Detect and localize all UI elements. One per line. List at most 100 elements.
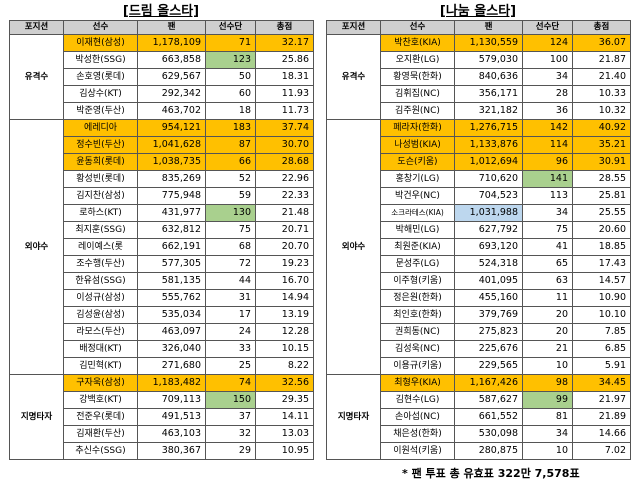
team-votes-cell: 113 <box>522 187 573 205</box>
dream-allstar-table: 포지션 선수 팬 선수단 총점 유격수 이재현(삼성) 1,178,109 71 32.17 박성한… <box>9 20 314 460</box>
total-score-cell: 20.60 <box>572 221 631 239</box>
player-name-cell: 라모스(두산) <box>63 323 138 341</box>
table-row: 김성욱(NC) 225,676 21 6.85 <box>327 340 631 358</box>
team-header: 선수단 <box>205 20 256 35</box>
fan-votes-cell: 463,702 <box>137 102 206 120</box>
total-score-cell: 28.68 <box>255 153 314 171</box>
fan-votes-cell: 704,523 <box>454 187 523 205</box>
player-name-cell: 이성규(삼성) <box>63 289 138 307</box>
player-name-cell: 최인호(한화) <box>380 306 455 324</box>
fan-votes-cell: 321,182 <box>454 102 523 120</box>
player-name-cell: 페라자(한화) <box>380 119 455 137</box>
player-name-cell: 이용규(키움) <box>380 357 455 375</box>
player-name-cell: 박준영(두산) <box>63 102 138 120</box>
team-votes-cell: 17 <box>205 306 256 324</box>
total-score-cell: 7.85 <box>572 323 631 341</box>
table-row: 최인호(한화) 379,769 20 10.10 <box>327 306 631 324</box>
table-row: 김현수(LG) 587,627 99 21.97 <box>327 391 631 409</box>
fan-votes-cell: 627,792 <box>454 221 523 239</box>
team-votes-cell: 32 <box>205 425 256 443</box>
team-votes-cell: 124 <box>522 34 573 52</box>
player-header: 선수 <box>63 20 138 35</box>
fan-votes-cell: 356,171 <box>454 85 523 103</box>
fan-votes-cell: 1,031,988 <box>454 204 523 222</box>
fan-votes-cell: 581,135 <box>137 272 206 290</box>
table-row: 도슨(키움) 1,012,694 96 30.91 <box>327 153 631 171</box>
total-score-cell: 13.03 <box>255 425 314 443</box>
team-votes-cell: 10 <box>522 357 573 375</box>
total-score-cell: 25.81 <box>572 187 631 205</box>
player-name-cell: 정수빈(두산) <box>63 136 138 154</box>
total-score-cell: 17.43 <box>572 255 631 273</box>
fan-votes-cell: 535,034 <box>137 306 206 324</box>
player-name-cell: 도슨(키움) <box>380 153 455 171</box>
total-score-cell: 32.17 <box>255 34 314 52</box>
player-name-cell: 에레디아 <box>63 119 138 137</box>
team-votes-cell: 41 <box>522 238 573 256</box>
player-name-cell: 채은성(한화) <box>380 425 455 443</box>
team-votes-cell: 81 <box>522 408 573 426</box>
nanum-allstar-table: 포지션 선수 팬 선수단 총점 유격수 박찬호(KIA) 1,130,559 124 36.07 오… <box>326 20 631 460</box>
position-cell: 지명타자 <box>9 374 64 460</box>
team-votes-cell: 99 <box>522 391 573 409</box>
total-score-cell: 30.91 <box>572 153 631 171</box>
team-votes-cell: 10 <box>522 442 573 460</box>
total-score-cell: 30.70 <box>255 136 314 154</box>
fan-votes-cell: 555,762 <box>137 289 206 307</box>
total-score-cell: 32.56 <box>255 374 314 392</box>
table-row: 라모스(두산) 463,097 24 12.28 <box>10 323 314 341</box>
total-header: 총점 <box>255 20 314 35</box>
table-row: 박해민(LG) 627,792 75 20.60 <box>327 221 631 239</box>
fan-votes-cell: 401,095 <box>454 272 523 290</box>
total-score-cell: 18.31 <box>255 68 314 86</box>
table-row: 황영묵(한화) 840,636 34 21.40 <box>327 68 631 86</box>
total-score-cell: 25.55 <box>572 204 631 222</box>
fan-votes-cell: 380,367 <box>137 442 206 460</box>
player-name-cell: 박해민(LG) <box>380 221 455 239</box>
fan-votes-cell: 662,191 <box>137 238 206 256</box>
fan-votes-cell: 1,133,876 <box>454 136 523 154</box>
team-votes-cell: 75 <box>522 221 573 239</box>
fan-votes-cell: 491,513 <box>137 408 206 426</box>
total-score-cell: 7.02 <box>572 442 631 460</box>
player-name-cell: 최형우(KIA) <box>380 374 455 392</box>
table-row: 외야수 페라자(한화) 1,276,715 142 40.92 <box>326 119 631 375</box>
team-votes-cell: 141 <box>522 170 573 188</box>
total-score-cell: 10.95 <box>255 442 314 460</box>
total-score-cell: 37.74 <box>255 119 314 137</box>
table-row: 김재환(두산) 463,103 32 13.03 <box>10 425 314 443</box>
table-header-row: 포지션 선수 팬 선수단 총점 <box>9 20 314 35</box>
table-header-row: 포지션 선수 팬 선수단 총점 <box>326 20 631 35</box>
total-score-cell: 34.45 <box>572 374 631 392</box>
team-votes-cell: 150 <box>205 391 256 409</box>
total-score-cell: 40.92 <box>572 119 631 137</box>
total-header: 총점 <box>572 20 631 35</box>
fan-votes-cell: 292,342 <box>137 85 206 103</box>
player-name-cell: 추신수(SSG) <box>63 442 138 460</box>
fan-votes-cell: 840,636 <box>454 68 523 86</box>
table-row: 유격수 이재현(삼성) 1,178,109 71 32.17 <box>9 34 314 120</box>
fan-votes-cell: 693,120 <box>454 238 523 256</box>
player-name-cell: 김지찬(삼성) <box>63 187 138 205</box>
fan-votes-cell: 225,676 <box>454 340 523 358</box>
team-votes-cell: 71 <box>205 34 256 52</box>
player-name-cell: 이원석(키움) <box>380 442 455 460</box>
player-name-cell: 한유섬(SSG) <box>63 272 138 290</box>
fan-votes-cell: 661,552 <box>454 408 523 426</box>
team-votes-cell: 68 <box>205 238 256 256</box>
table-row: 지명타자 구자욱(삼성) 1,183,482 74 32.56 <box>9 374 314 460</box>
table-row: 추신수(SSG) 380,367 29 10.95 <box>10 442 314 460</box>
team-votes-cell: 20 <box>522 306 573 324</box>
fan-votes-cell: 1,178,109 <box>137 34 206 52</box>
table-row: 나성범(KIA) 1,133,876 114 35.21 <box>327 136 631 154</box>
total-score-cell: 5.91 <box>572 357 631 375</box>
fan-votes-cell: 530,098 <box>454 425 523 443</box>
player-name-cell: 김성윤(삼성) <box>63 306 138 324</box>
fan-votes-cell: 326,040 <box>137 340 206 358</box>
position-cell: 외야수 <box>9 119 64 375</box>
player-name-cell: 소크라테스(KIA) <box>380 204 455 222</box>
team-votes-cell: 65 <box>522 255 573 273</box>
table-row: 홍창기(LG) 710,620 141 28.55 <box>327 170 631 188</box>
fan-votes-cell: 587,627 <box>454 391 523 409</box>
fan-votes-cell: 431,977 <box>137 204 206 222</box>
